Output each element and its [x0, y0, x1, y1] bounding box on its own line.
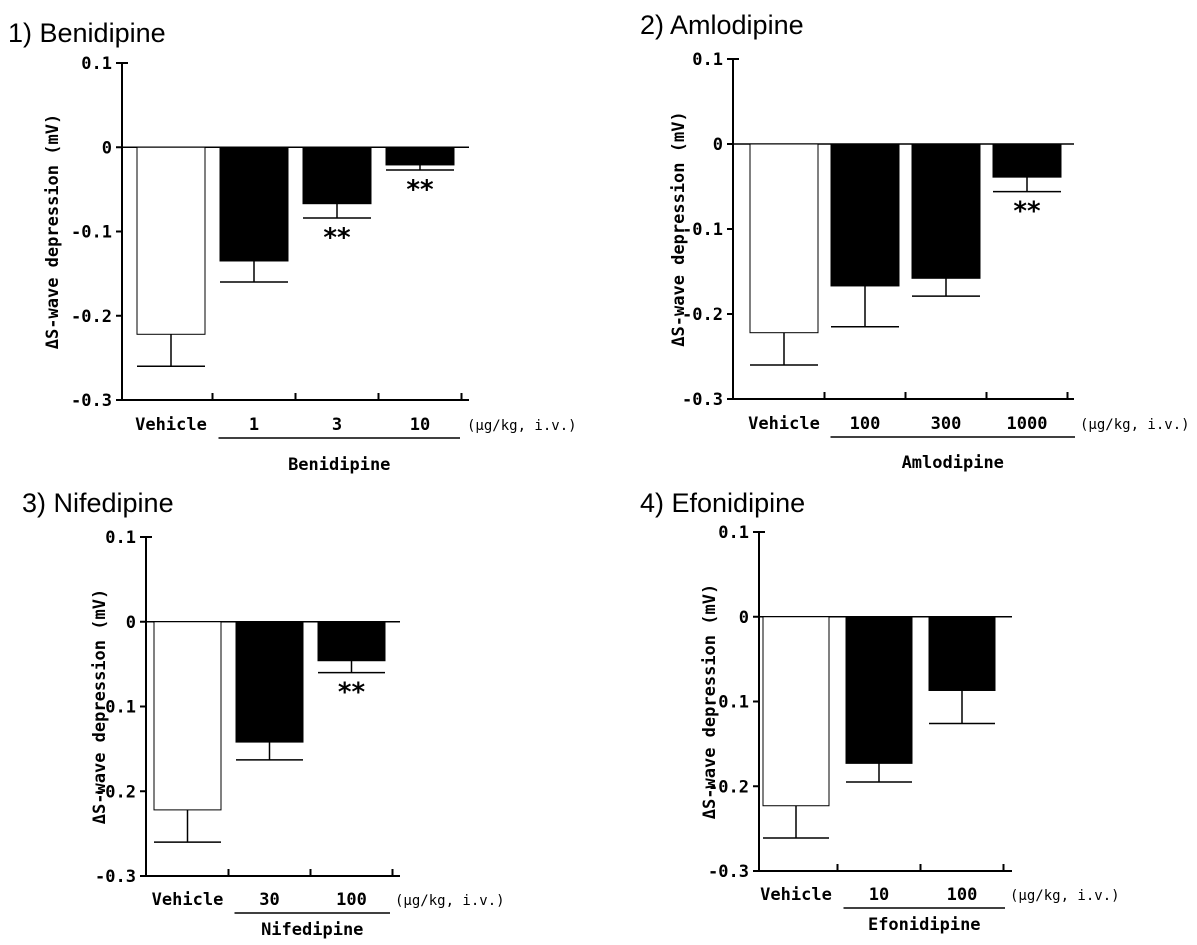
x-category-label: Vehicle	[760, 885, 832, 905]
y-tick-label: -0.2	[708, 777, 749, 797]
bar	[830, 143, 900, 287]
y-tick-label: -0.3	[682, 390, 723, 410]
significance-marker: **	[1013, 197, 1041, 227]
panel-title: 4) Efonidipine	[640, 488, 805, 518]
x-category-label: 1000	[1007, 414, 1048, 434]
y-tick-label: -0.2	[71, 307, 112, 327]
x-category-label: 30	[259, 890, 279, 910]
bar	[136, 146, 206, 335]
bar	[845, 616, 913, 764]
bar	[219, 146, 289, 262]
significance-marker: **	[406, 175, 434, 205]
y-tick-label: -0.2	[682, 305, 723, 325]
group-label: Benidipine	[288, 455, 390, 475]
y-tick-label: -0.1	[95, 698, 136, 718]
y-tick-label: -0.2	[95, 782, 136, 802]
x-category-label: Vehicle	[748, 414, 820, 434]
unit-label: (μg/kg, i.v.)	[467, 418, 577, 434]
bar	[992, 143, 1062, 178]
y-tick-label: 0.1	[81, 54, 112, 74]
y-axis-label: ΔS-wave depression (mV)	[700, 584, 720, 819]
x-category-label: 10	[869, 885, 889, 905]
panel-title: 3) Nifedipine	[22, 488, 174, 518]
x-category-label: 1	[249, 415, 259, 435]
y-tick-label: -0.1	[71, 223, 112, 243]
bar	[385, 146, 455, 166]
y-tick-label: 0	[102, 138, 112, 158]
y-tick-label: -0.3	[708, 862, 749, 882]
y-tick-label: -0.3	[71, 391, 112, 411]
x-category-label: 100	[336, 890, 367, 910]
bar	[153, 621, 222, 811]
chart-panel-nifedipine: 3) Nifedipine 0.1 0 -0.1 -0.2 -0.3 ΔS-wave dep…	[22, 488, 505, 940]
y-axis-label: ΔS-wave depression (mV)	[43, 114, 63, 349]
unit-label: (μg/kg, i.v.)	[1010, 888, 1120, 904]
bar	[749, 143, 819, 334]
panel-title: 1) Benidipine	[8, 18, 166, 48]
bar	[928, 616, 996, 691]
group-label: Amlodipine	[902, 453, 1004, 473]
y-tick-label: 0.1	[718, 523, 749, 543]
y-tick-label: 0.1	[105, 528, 136, 548]
bar	[317, 621, 386, 662]
y-tick-label: 0	[126, 613, 136, 633]
y-tick-label: 0	[739, 608, 749, 628]
x-category-label: Vehicle	[152, 890, 224, 910]
significance-marker: **	[338, 678, 366, 708]
bar	[302, 146, 372, 205]
x-category-label: 10	[410, 415, 430, 435]
chart-panel-amlodipine: 2) Amlodipine 0.1 0 -0.1 -0.2 -0.3 ΔS-wave dep…	[640, 10, 1190, 473]
y-tick-label: -0.1	[708, 693, 749, 713]
bar	[235, 621, 304, 743]
panel-title: 2) Amlodipine	[640, 10, 804, 40]
group-label: Nifedipine	[261, 920, 363, 940]
group-label: Efonidipine	[868, 915, 981, 935]
y-tick-label: -0.3	[95, 867, 136, 887]
y-axis-label: ΔS-wave depression (mV)	[669, 111, 689, 346]
bar	[762, 616, 830, 807]
x-category-label: 100	[850, 414, 881, 434]
y-tick-label: -0.1	[682, 220, 723, 240]
x-category-label: Vehicle	[135, 415, 207, 435]
x-category-label: 100	[947, 885, 978, 905]
significance-marker: **	[323, 223, 351, 253]
x-category-label: 3	[332, 415, 342, 435]
x-category-label: 300	[931, 414, 962, 434]
y-tick-label: 0.1	[692, 50, 723, 70]
unit-label: (μg/kg, i.v.)	[1080, 417, 1190, 433]
bar	[911, 143, 981, 279]
chart-panel-efonidipine: 4) Efonidipine 0.1 0 -0.1 -0.2 -0.3 ΔS-wave de…	[640, 488, 1120, 935]
chart-panel-benidipine: 1) Benidipine 0.1 0 -0.1 -0.2 -0.3 ΔS-wave dep…	[8, 18, 577, 475]
y-axis-label: ΔS-wave depression (mV)	[90, 589, 110, 824]
y-tick-label: 0	[713, 135, 723, 155]
unit-label: (μg/kg, i.v.)	[395, 893, 505, 909]
